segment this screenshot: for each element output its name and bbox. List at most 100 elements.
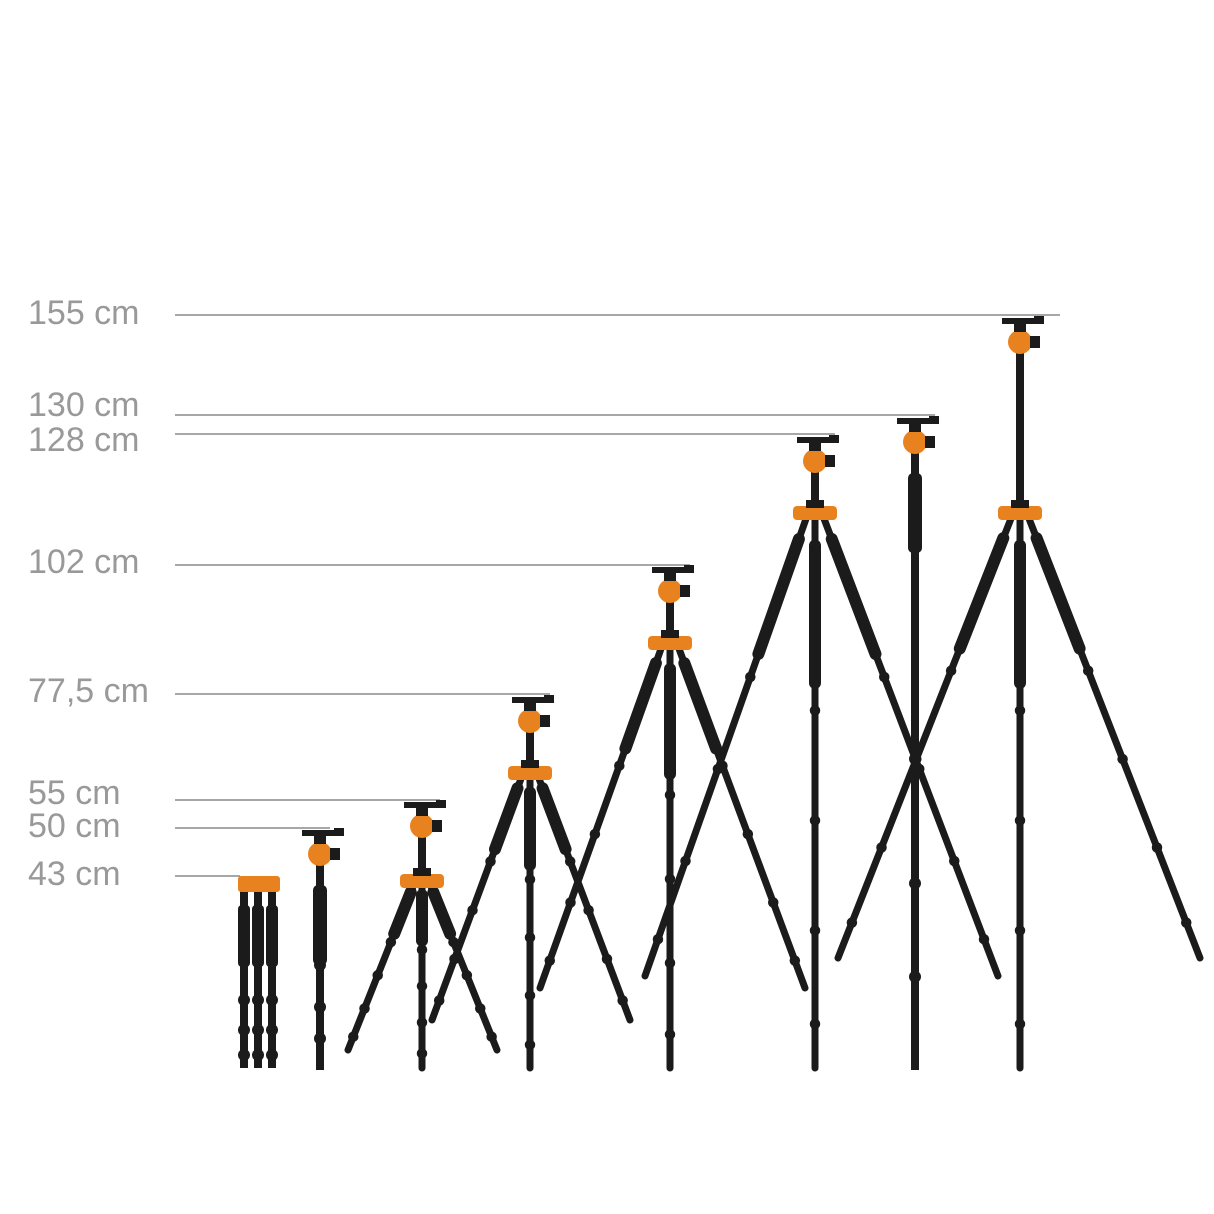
leg-lock (416, 1048, 428, 1059)
leg-lock (238, 1024, 250, 1036)
folded-grip (252, 905, 264, 967)
hub-ring (1011, 500, 1029, 508)
monopod-grip (908, 473, 922, 553)
leg-lock (745, 671, 756, 683)
ball-head (518, 709, 542, 733)
leg-lock (1151, 842, 1163, 853)
head-knob (330, 848, 340, 860)
leg-lock (416, 980, 428, 992)
head-knob (540, 715, 550, 727)
height-label: 77,5 cm (28, 672, 149, 710)
head-knob (1030, 336, 1040, 348)
leg-lock (314, 1001, 326, 1013)
leg-lock (664, 873, 676, 885)
height-label: 50 cm (28, 807, 121, 845)
leg-lock (945, 665, 957, 676)
folded-grip (238, 905, 250, 967)
plate (404, 802, 440, 808)
plate-knob (1034, 316, 1044, 324)
leg-lock (1014, 815, 1026, 826)
leg-hub (400, 874, 444, 888)
leg-lock (664, 789, 676, 801)
leg-lock (252, 1049, 264, 1061)
head-base (664, 573, 676, 581)
leg-lock (252, 1024, 264, 1036)
hub-ring (661, 630, 679, 638)
height-label: 128 cm (28, 421, 140, 459)
hub-ring (413, 868, 431, 876)
ball-head (903, 430, 927, 454)
leg-lock (524, 1039, 536, 1051)
plate (1002, 318, 1038, 324)
leg-lock (524, 932, 536, 943)
head-knob (925, 436, 935, 448)
head-base (416, 808, 428, 816)
leg-hub (998, 506, 1042, 520)
leg-lock (266, 1024, 278, 1036)
leg-lock (485, 856, 496, 867)
leg-lock (1117, 753, 1128, 765)
leg-lock (809, 1018, 821, 1030)
plate (797, 437, 833, 443)
leg-lock (876, 842, 887, 853)
leg-lock (809, 925, 821, 936)
leg-lock (266, 1049, 278, 1061)
leg-lock (252, 994, 264, 1006)
leg-grip (752, 533, 805, 660)
leg-lock (449, 953, 460, 965)
ball-head (410, 814, 434, 838)
leg-lock (742, 828, 754, 840)
leg-lock (359, 1003, 370, 1014)
plate-knob (929, 416, 939, 424)
leg-lock (461, 970, 473, 981)
folded-grip (266, 905, 278, 967)
leg-hub (508, 766, 552, 780)
leg-lock (544, 955, 556, 966)
plate-knob (684, 565, 694, 573)
leg-lock (589, 828, 601, 840)
height-label: 102 cm (28, 543, 140, 581)
leg-lock (1014, 925, 1026, 936)
leg-lock (789, 955, 801, 966)
leg-lock (664, 1029, 676, 1040)
leg-lock (664, 957, 676, 969)
leg-lock (909, 970, 921, 983)
plate (302, 830, 338, 836)
leg-lock (475, 1003, 486, 1014)
head-base (1014, 324, 1026, 332)
leg-lock (949, 855, 960, 867)
leg-lock (712, 763, 724, 775)
leg-grip (953, 532, 1010, 655)
leg-lock (1082, 665, 1094, 676)
ball-head (803, 449, 827, 473)
leg-grip (489, 782, 524, 856)
leg-hub (648, 636, 692, 650)
leg-lock (809, 815, 821, 826)
leg-lock (911, 753, 922, 765)
ball-head (658, 579, 682, 603)
leg-lock (433, 995, 445, 1006)
leg-lock (314, 959, 326, 971)
leg-lock (680, 855, 691, 867)
leg-grip (388, 886, 417, 940)
leg-lock (909, 877, 921, 890)
folded-top (238, 876, 280, 892)
leg-lock (416, 1017, 428, 1028)
height-label: 155 cm (28, 294, 140, 332)
height-label: 55 cm (28, 774, 121, 812)
leg-lock (238, 994, 250, 1006)
leg-lock (1180, 917, 1192, 928)
leg-lock (652, 933, 664, 945)
plate (652, 567, 688, 573)
leg-lock (1014, 1018, 1026, 1030)
plate-knob (334, 828, 344, 836)
plate-knob (829, 435, 839, 443)
leg-grip (536, 782, 572, 856)
leg-lock (238, 1049, 250, 1061)
leg-lock (564, 856, 576, 867)
tripods (238, 316, 1204, 1072)
plate (512, 697, 548, 703)
